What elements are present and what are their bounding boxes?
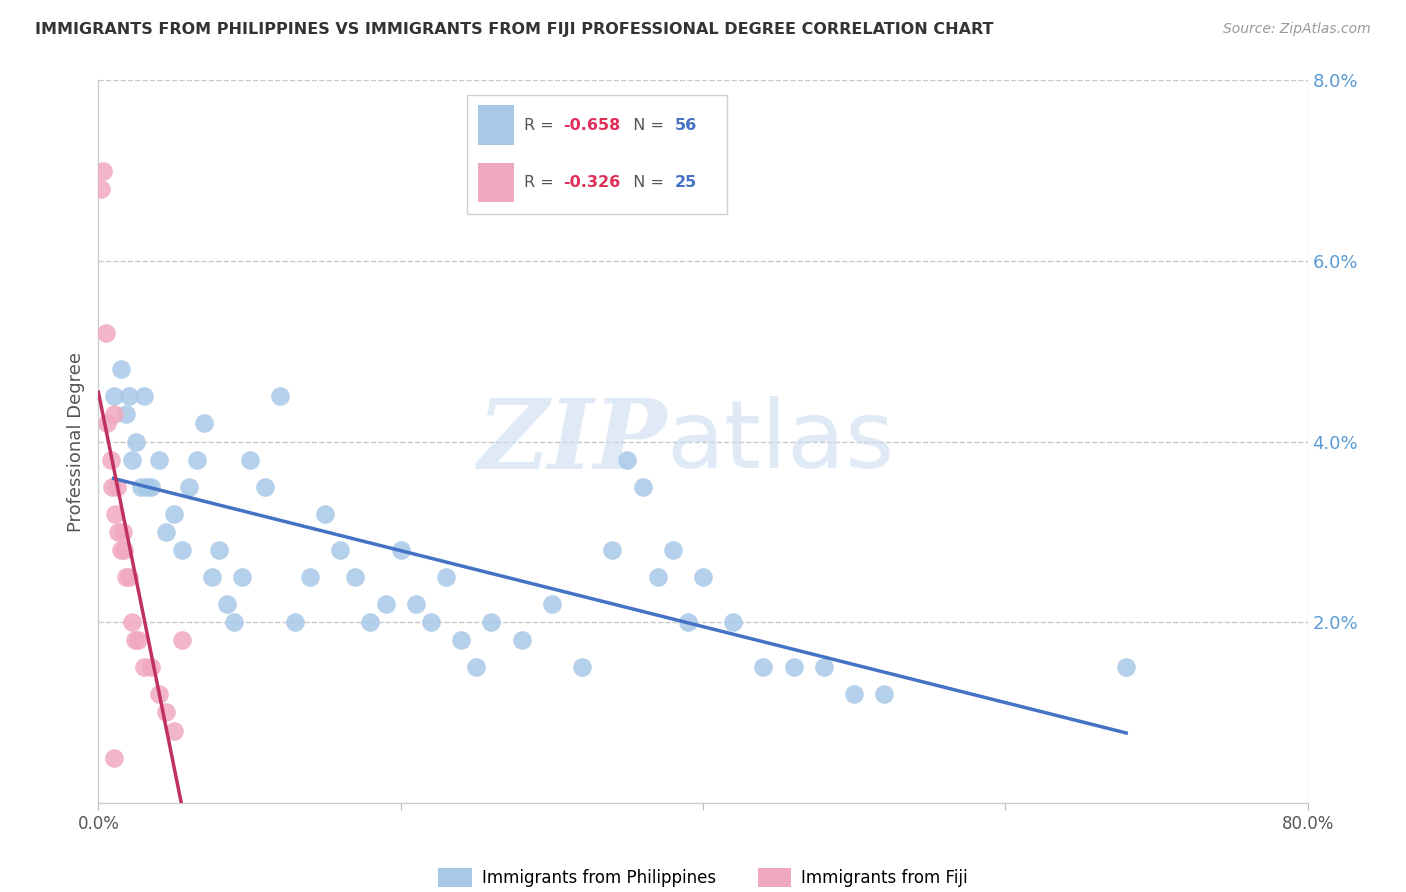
Point (103, 408, 125, 422)
Legend: Immigrants from Philippines, Immigrants from Fiji: Immigrants from Philippines, Immigrants … (432, 862, 974, 892)
Point (141, 660, 163, 674)
Point (873, 687, 896, 701)
Point (360, 615, 382, 630)
Point (215, 597, 238, 611)
Point (481, 615, 503, 630)
Point (90, 182, 112, 196)
Text: IMMIGRANTS FROM PHILIPPINES VS IMMIGRANTS FROM FIJI PROFESSIONAL DEGREE CORRELAT: IMMIGRANTS FROM PHILIPPINES VS IMMIGRANT… (35, 22, 994, 37)
Point (155, 706, 177, 720)
Point (94, 326, 117, 340)
Text: Source: ZipAtlas.com: Source: ZipAtlas.com (1223, 22, 1371, 37)
Point (231, 570, 253, 584)
Point (239, 452, 262, 467)
Point (170, 633, 193, 648)
Point (186, 452, 208, 467)
Point (148, 687, 170, 701)
Point (112, 542, 135, 557)
Point (141, 480, 163, 494)
Point (269, 389, 291, 403)
Point (163, 507, 186, 521)
Point (111, 524, 134, 539)
Point (344, 570, 367, 584)
Point (118, 389, 141, 403)
Point (129, 480, 152, 494)
Point (783, 660, 806, 674)
Point (107, 524, 129, 539)
Point (96, 417, 118, 431)
Point (121, 615, 143, 630)
Point (155, 524, 177, 539)
Point (813, 660, 835, 674)
Point (101, 480, 124, 494)
Point (148, 452, 170, 467)
Point (91, 163, 114, 178)
Point (510, 633, 533, 648)
Text: ZIP: ZIP (477, 394, 666, 489)
Point (299, 570, 322, 584)
Y-axis label: Professional Degree: Professional Degree (66, 351, 84, 532)
Point (844, 687, 866, 701)
Point (434, 570, 457, 584)
Point (374, 597, 396, 611)
Point (602, 542, 624, 557)
Point (420, 615, 443, 630)
Point (647, 570, 669, 584)
Point (208, 542, 231, 557)
Point (179, 480, 201, 494)
Point (540, 597, 562, 611)
Point (329, 542, 352, 557)
Point (110, 362, 132, 376)
Point (110, 542, 132, 557)
Point (631, 480, 654, 494)
Point (163, 723, 186, 738)
Point (104, 507, 127, 521)
Point (201, 570, 224, 584)
Point (121, 452, 143, 467)
Point (105, 480, 128, 494)
Point (314, 507, 336, 521)
Point (1115, 660, 1137, 674)
Point (193, 417, 215, 431)
Point (284, 615, 307, 630)
Text: atlas: atlas (666, 395, 896, 488)
Point (124, 633, 146, 648)
Point (616, 452, 638, 467)
Point (103, 750, 125, 764)
Point (571, 660, 593, 674)
Point (118, 570, 141, 584)
Point (125, 434, 148, 449)
Point (661, 542, 683, 557)
Point (389, 542, 412, 557)
Point (132, 389, 155, 403)
Point (114, 408, 136, 422)
Point (170, 542, 193, 557)
Point (450, 633, 472, 648)
Point (127, 633, 149, 648)
Point (405, 597, 427, 611)
Point (100, 452, 122, 467)
Point (692, 570, 714, 584)
Point (253, 480, 276, 494)
Point (135, 480, 157, 494)
Point (465, 660, 488, 674)
Point (103, 389, 125, 403)
Point (676, 615, 699, 630)
Point (224, 615, 246, 630)
Point (114, 570, 136, 584)
Point (132, 660, 155, 674)
Point (723, 615, 745, 630)
Point (752, 660, 775, 674)
